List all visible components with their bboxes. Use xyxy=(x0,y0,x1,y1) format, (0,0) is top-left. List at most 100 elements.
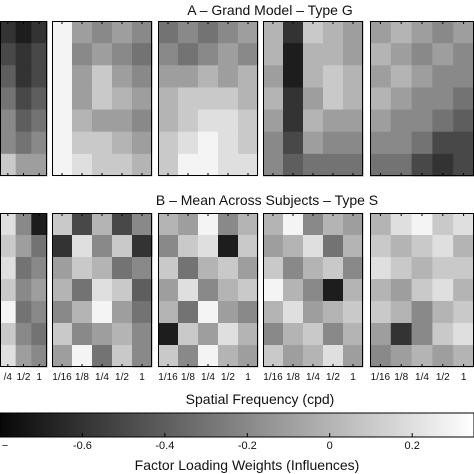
heatmap-cell xyxy=(238,131,259,155)
heatmap-cell xyxy=(263,257,284,280)
heatmap-cell xyxy=(0,21,17,44)
heatmap-cell xyxy=(263,87,284,110)
heatmap-cell xyxy=(218,109,239,133)
heatmap-cell xyxy=(238,345,259,368)
heatmap-cell xyxy=(238,257,259,280)
heatmap-cell xyxy=(263,153,284,177)
heatmap-cell xyxy=(218,87,239,110)
heatmap-cell xyxy=(0,345,17,368)
heatmap-cell xyxy=(453,279,474,302)
heatmap-cell xyxy=(92,21,113,44)
heatmap-panel-row-b-5 xyxy=(370,213,474,368)
heatmap-cell xyxy=(283,257,304,280)
heatmap-cell xyxy=(411,345,433,368)
heatmap-cell xyxy=(198,323,219,346)
heatmap-cell xyxy=(323,301,344,324)
heatmap-cell xyxy=(178,87,199,110)
colorbar-tick-label: 0.2 xyxy=(404,440,420,452)
heatmap-cell xyxy=(218,323,239,346)
heatmap-cell xyxy=(303,131,324,155)
heatmap-cell xyxy=(92,257,113,280)
heatmap-cell xyxy=(370,213,392,236)
x-tick-label: 1 xyxy=(36,372,42,383)
heatmap-cell xyxy=(432,109,454,133)
heatmap-cell xyxy=(263,131,284,155)
heatmap-cell xyxy=(112,323,133,346)
heatmap-cell xyxy=(218,21,239,44)
heatmap-cell xyxy=(198,131,219,155)
heatmap-cell xyxy=(198,153,219,177)
heatmap-cell xyxy=(283,301,304,324)
heatmap-cell xyxy=(303,213,324,236)
heatmap-cell xyxy=(390,65,412,88)
colorbar-tick-label: -0.6 xyxy=(72,440,92,452)
heatmap-cell xyxy=(92,87,113,110)
heatmap-cell xyxy=(411,131,433,155)
heatmap-cell xyxy=(158,301,179,324)
x-tick-label: 1/16 xyxy=(52,372,72,383)
heatmap-cell xyxy=(263,21,284,44)
heatmap-cell xyxy=(132,257,153,280)
heatmap-cell xyxy=(0,213,17,236)
x-axis-label: Spatial Frequency (cpd) xyxy=(185,391,335,407)
heatmap-cell xyxy=(31,21,48,44)
heatmap-cell xyxy=(0,87,17,110)
heatmap-cell xyxy=(132,279,153,302)
heatmap-cell xyxy=(370,301,392,324)
heatmap-cell xyxy=(112,65,133,88)
heatmap-cell xyxy=(158,257,179,280)
heatmap-cell xyxy=(132,109,153,133)
heatmap-cell xyxy=(303,301,324,324)
heatmap-cell xyxy=(218,301,239,324)
heatmap-cell xyxy=(370,109,392,133)
heatmap-panel-row-a-5 xyxy=(370,21,474,177)
heatmap-panel-row-a-4 xyxy=(263,21,364,177)
heatmap-cell xyxy=(238,279,259,302)
heatmap-cell xyxy=(178,279,199,302)
heatmap-cell xyxy=(72,213,93,236)
heatmap-cell xyxy=(0,235,17,258)
heatmap-cell xyxy=(92,279,113,302)
heatmap-cell xyxy=(15,279,32,302)
heatmap-cell xyxy=(370,65,392,88)
heatmap-cell xyxy=(283,43,304,66)
heatmap-cell xyxy=(52,345,73,368)
heatmap-cell xyxy=(72,65,93,88)
heatmap-cell xyxy=(0,279,17,302)
heatmap-cell xyxy=(218,279,239,302)
heatmap-cell xyxy=(52,257,73,280)
heatmap-cell xyxy=(72,153,93,177)
heatmap-cell xyxy=(370,323,392,346)
heatmap-cell xyxy=(72,43,93,66)
heatmap-cell xyxy=(31,109,48,133)
heatmap-cell xyxy=(178,257,199,280)
heatmap-cell xyxy=(198,345,219,368)
heatmap-cell xyxy=(218,257,239,280)
heatmap-cell xyxy=(343,345,364,368)
heatmap-cell xyxy=(132,131,153,155)
heatmap-cell xyxy=(390,323,412,346)
heatmap-cell xyxy=(263,65,284,88)
heatmap-cell xyxy=(432,153,454,177)
heatmap-cell xyxy=(390,345,412,368)
heatmap-cell xyxy=(432,235,454,258)
heatmap-cell xyxy=(432,65,454,88)
colorbar-tick-label: -0.4 xyxy=(155,440,175,452)
heatmap-cell xyxy=(0,257,17,280)
heatmap-cell xyxy=(158,109,179,133)
colorbar-tick-label: -0.2 xyxy=(237,440,257,452)
heatmap-cell xyxy=(31,323,48,346)
heatmap-cell xyxy=(15,21,32,44)
heatmap-cell xyxy=(411,323,433,346)
heatmap-cell xyxy=(52,65,73,88)
heatmap-cell xyxy=(323,279,344,302)
heatmap-cell xyxy=(198,235,219,258)
heatmap-cell xyxy=(198,43,219,66)
heatmap-cell xyxy=(31,87,48,110)
heatmap-cell xyxy=(15,301,32,324)
x-tick-label: 1/16 xyxy=(158,372,178,383)
heatmap-cell xyxy=(31,153,48,177)
heatmap-cell xyxy=(453,257,474,280)
heatmap-cell xyxy=(158,345,179,368)
heatmap-cell xyxy=(411,235,433,258)
